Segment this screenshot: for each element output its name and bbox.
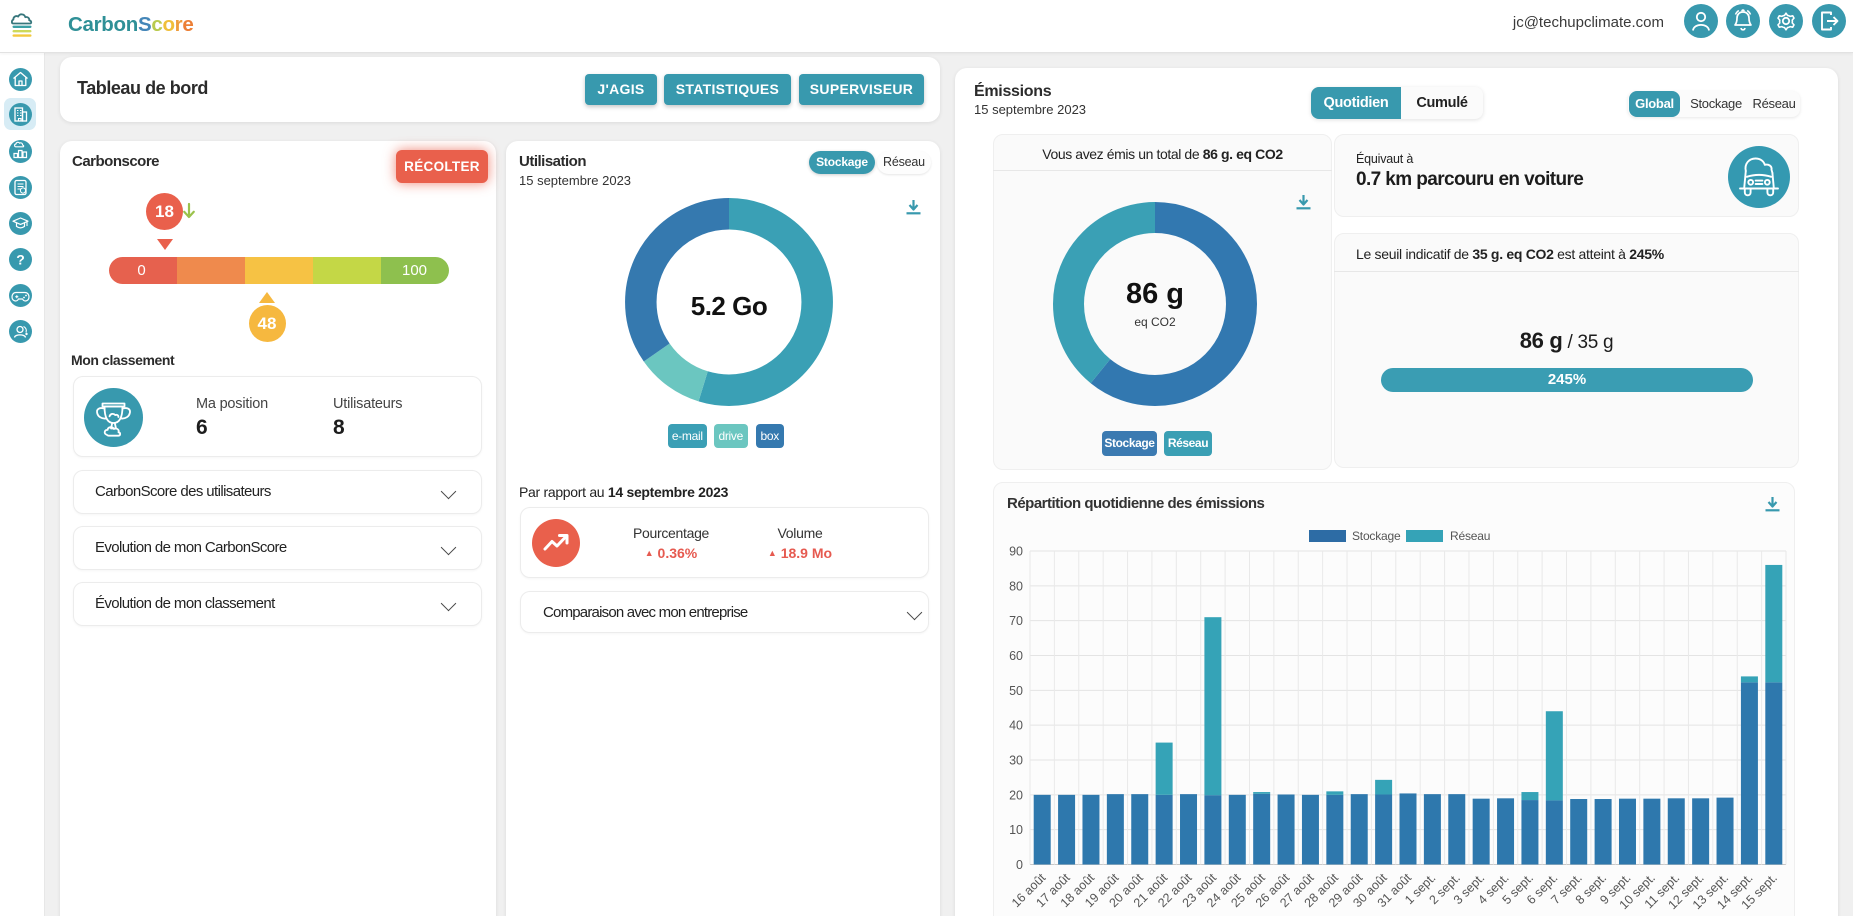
svg-text:30: 30 <box>1009 754 1023 768</box>
svg-text:80: 80 <box>1009 579 1023 593</box>
svg-text:?: ? <box>16 251 25 267</box>
svg-text:60: 60 <box>1009 649 1023 663</box>
svg-text:40: 40 <box>1009 719 1023 733</box>
svg-text:10: 10 <box>1009 823 1023 837</box>
svg-text:0: 0 <box>1016 858 1023 872</box>
svg-text:20: 20 <box>1009 788 1023 802</box>
svg-text:70: 70 <box>1009 614 1023 628</box>
svg-text:90: 90 <box>1009 545 1023 559</box>
svg-text:50: 50 <box>1009 684 1023 698</box>
